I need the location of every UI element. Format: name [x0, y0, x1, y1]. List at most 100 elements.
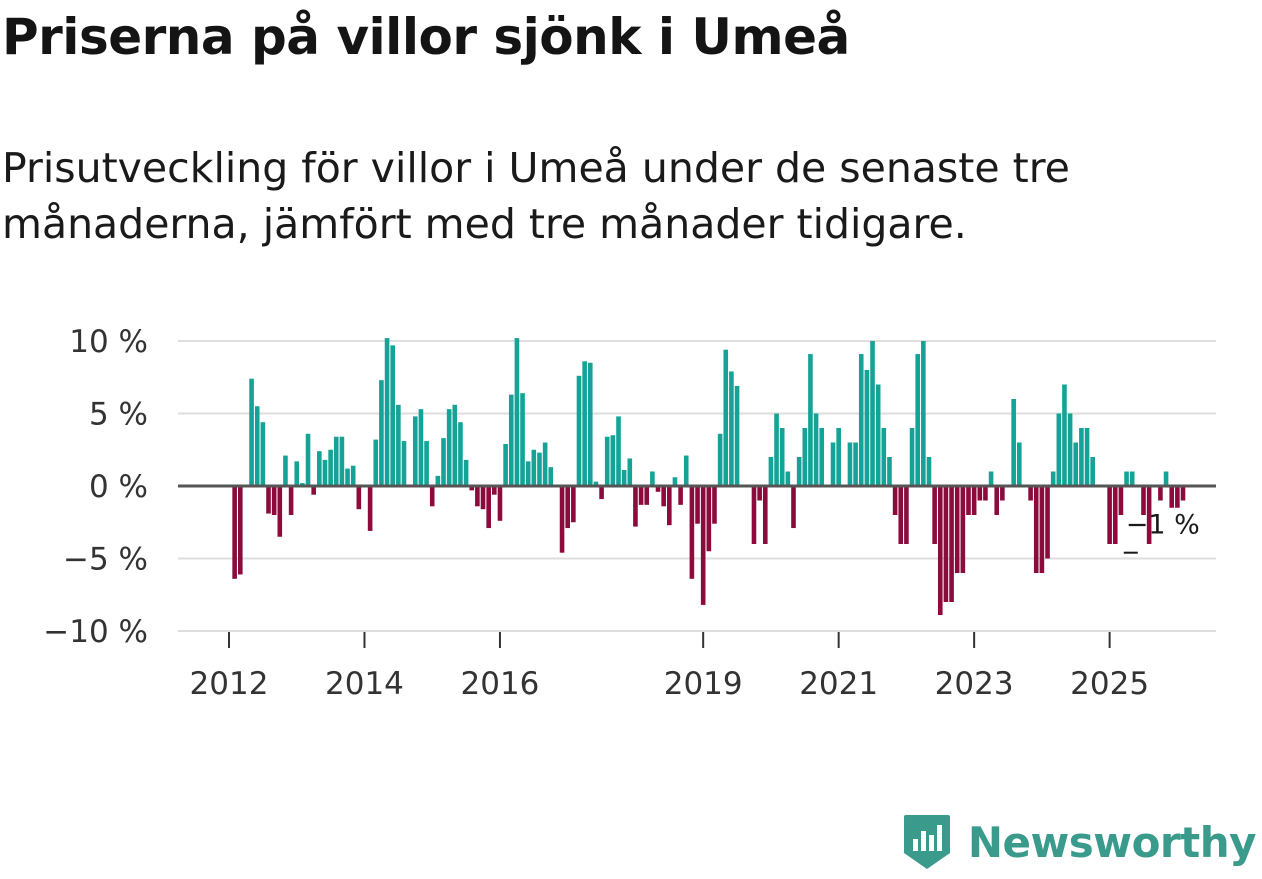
bar [667, 486, 672, 526]
bar [819, 428, 825, 486]
bar [1050, 471, 1056, 486]
bar [729, 371, 734, 486]
bar [954, 486, 960, 573]
bar [921, 341, 926, 486]
bar [1056, 413, 1062, 486]
bar [412, 416, 418, 486]
bar [813, 413, 819, 486]
bar [288, 486, 294, 515]
bar [977, 486, 983, 501]
bar [429, 486, 435, 507]
bar [1028, 486, 1033, 501]
bar [785, 471, 791, 486]
bar [452, 404, 458, 486]
bar [808, 354, 813, 486]
bar [1141, 486, 1146, 515]
bar [254, 406, 260, 486]
bar [520, 393, 525, 486]
bar [683, 455, 689, 486]
bar [531, 449, 537, 486]
x-tick-label: 2016 [461, 666, 540, 702]
bar [1169, 486, 1175, 508]
bar [294, 461, 300, 486]
bar [672, 477, 678, 486]
bar [565, 486, 570, 529]
bar [582, 361, 587, 486]
bar [1045, 486, 1050, 559]
y-tick-label: 10 % [69, 324, 148, 360]
bar [734, 385, 740, 486]
bar [1073, 442, 1079, 486]
y-tick-label: 5 % [89, 397, 148, 433]
bar [1180, 486, 1186, 501]
bar [1017, 442, 1022, 486]
bar [486, 486, 491, 529]
bar [717, 433, 723, 486]
bar [237, 486, 243, 575]
bar [379, 380, 384, 486]
bar [480, 486, 486, 510]
bar [1158, 486, 1163, 501]
x-axis-ticks: 2012 2014 2016 2019 2021 2023 2025 [190, 632, 1149, 702]
bar [712, 486, 717, 524]
bar [751, 486, 757, 544]
bar [892, 486, 898, 515]
bar [345, 468, 350, 486]
bar [446, 409, 452, 486]
bar [604, 436, 610, 486]
bar [966, 486, 971, 515]
bar [915, 354, 920, 486]
bar [458, 422, 463, 486]
bar [774, 413, 779, 486]
bar [1011, 399, 1016, 486]
bar [870, 341, 875, 486]
bar [1090, 457, 1095, 486]
bar [350, 465, 356, 486]
bar [1067, 413, 1073, 486]
bar [1107, 486, 1112, 544]
bar [836, 428, 841, 486]
bar [339, 436, 345, 486]
bar [960, 486, 966, 573]
bar [441, 438, 446, 486]
bar [576, 375, 582, 486]
x-tick-label: 2019 [664, 666, 743, 702]
bar [858, 354, 864, 486]
bar [435, 475, 441, 486]
chart-title: Priserna på villor sjönk i Umeå [2, 8, 850, 66]
brand-logo: Newsworthy [902, 813, 1257, 871]
bar [633, 486, 638, 527]
bar [463, 459, 469, 486]
bar [943, 486, 949, 602]
bar [853, 442, 858, 486]
bar [988, 471, 994, 486]
bar [542, 442, 548, 486]
bar [514, 338, 520, 486]
x-tick-label: 2025 [1070, 666, 1149, 702]
bar [249, 378, 254, 486]
bar [983, 486, 988, 501]
bar [260, 422, 266, 486]
bar [932, 486, 937, 544]
bar [864, 370, 870, 486]
bar [949, 486, 954, 602]
bar [1175, 486, 1180, 508]
bar [1000, 486, 1005, 501]
bar [418, 409, 424, 486]
bar [322, 459, 328, 486]
bar [525, 461, 531, 486]
bar [1146, 486, 1152, 544]
bar [266, 486, 271, 514]
bar [723, 349, 729, 486]
bar [627, 458, 633, 486]
bar [994, 486, 1000, 515]
bar [571, 486, 576, 523]
bar [706, 486, 712, 552]
bar [1112, 486, 1118, 544]
bar [881, 428, 887, 486]
bar [469, 486, 475, 491]
bar [537, 452, 542, 486]
bar-chart: 10 % 5 % 0 % −5 % −10 % 2012 2014 2016 2019 2021… [43, 324, 1216, 702]
chart-bars [232, 338, 1186, 616]
brand-name: Newsworthy [967, 817, 1257, 867]
